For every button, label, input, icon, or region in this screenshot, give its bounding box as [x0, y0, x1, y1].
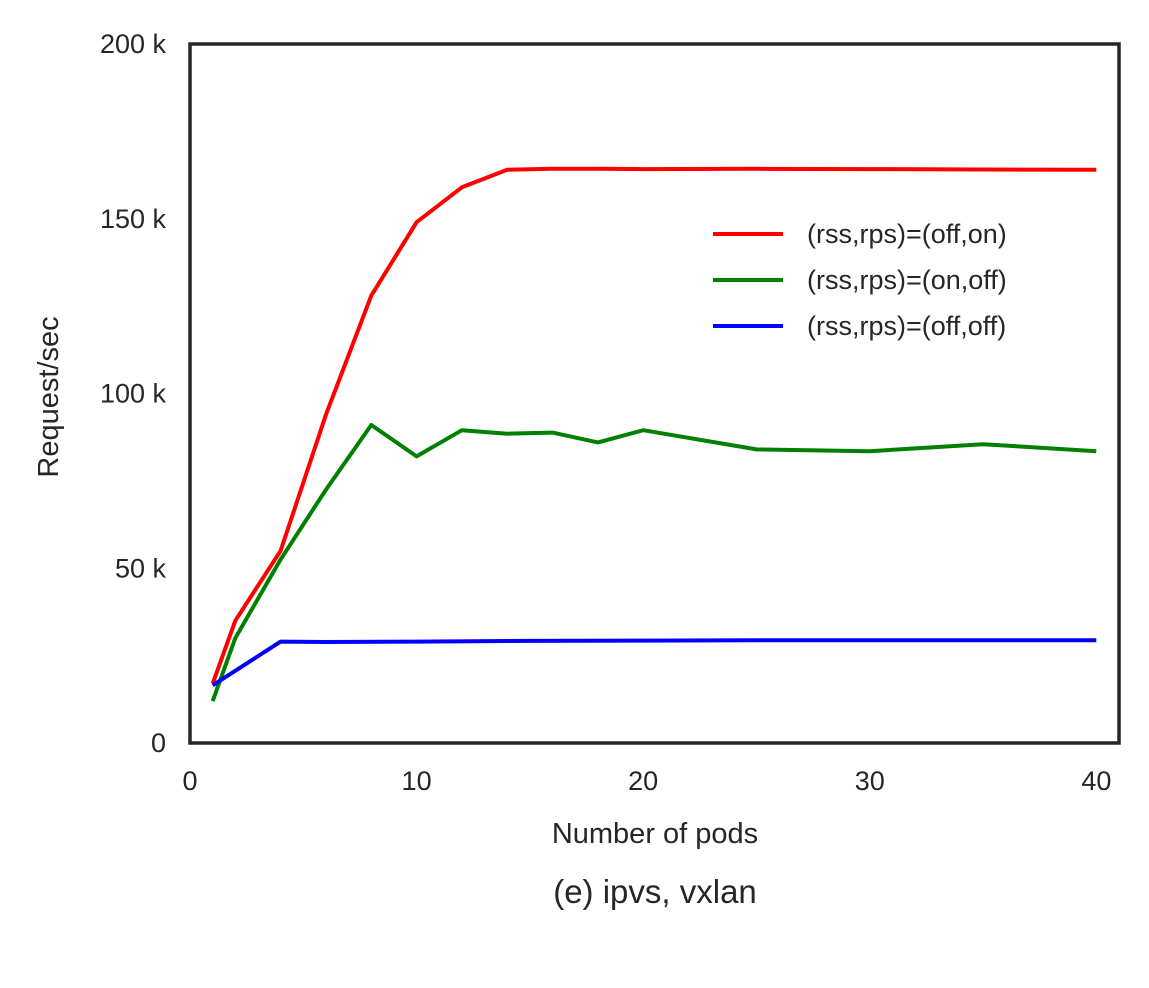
y-tick-label: 50 k	[115, 553, 167, 583]
x-tick-label: 10	[402, 766, 432, 796]
y-tick-label: 200 k	[100, 29, 167, 59]
x-axis-ticks: 0 10 20 30 40	[182, 766, 1111, 796]
x-tick-label: 30	[855, 766, 885, 796]
y-axis-ticks: 0 50 k 100 k 150 k 200 k	[100, 29, 167, 758]
y-tick-label: 100 k	[100, 379, 167, 409]
x-axis-title: Number of pods	[552, 818, 758, 850]
plot-frame	[188, 42, 1121, 745]
x-tick-label: 0	[182, 766, 197, 796]
legend-label: (rss,rps)=(on,off)	[807, 265, 1007, 295]
series-line-3	[211, 638, 1097, 687]
legend-label: (rss,rps)=(off,off)	[807, 311, 1006, 341]
legend-label: (rss,rps)=(off,on)	[807, 219, 1007, 249]
series-line-1	[210, 166, 1097, 685]
y-tick-label: 0	[151, 728, 166, 758]
legend: (rss,rps)=(off,on) (rss,rps)=(on,off) (rss…	[713, 219, 1007, 341]
plot-lines	[210, 166, 1097, 702]
x-tick-label: 40	[1081, 766, 1111, 796]
figure-caption: (e) ipvs, vxlan	[553, 873, 757, 910]
y-axis-title: Request/sec	[33, 316, 65, 477]
x-tick-label: 20	[628, 766, 658, 796]
y-tick-label: 150 k	[100, 204, 167, 234]
series-line-2	[210, 423, 1097, 702]
